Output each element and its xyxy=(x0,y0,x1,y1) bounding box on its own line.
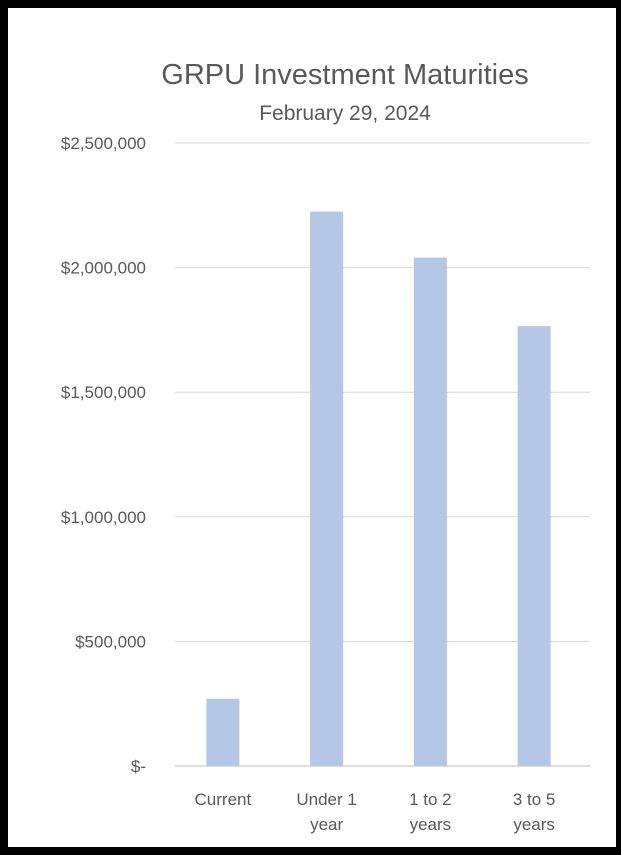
x-category-label: Under 1 xyxy=(296,790,356,809)
y-tick-label: $1,500,000 xyxy=(61,383,146,402)
y-tick-label: $500,000 xyxy=(75,632,146,651)
chart-subtitle: February 29, 2024 xyxy=(259,102,431,125)
x-category-label: year xyxy=(310,815,343,834)
chart-title: GRPU Investment Maturities xyxy=(161,59,528,91)
bar xyxy=(310,211,344,766)
y-tick-label: $2,000,000 xyxy=(61,259,146,278)
bar xyxy=(517,326,551,766)
bar xyxy=(413,257,447,766)
x-category-label: 1 to 2 xyxy=(409,790,452,809)
y-tick-label: $1,000,000 xyxy=(61,508,146,527)
y-tick-label: $- xyxy=(131,757,146,776)
x-category-label: years xyxy=(513,815,555,834)
x-category-label: Current xyxy=(195,790,252,809)
y-axis-tick-labels: $- $500,000 $1,000,000 $1,500,000 $2,000,000… xyxy=(61,134,146,776)
x-category-label: 3 to 5 xyxy=(513,790,556,809)
x-axis-category-labels: Current Under 1 year 1 to 2 years 3 to 5 years xyxy=(195,790,556,834)
y-tick-label: $2,500,000 xyxy=(61,134,146,153)
x-category-label: years xyxy=(410,815,452,834)
bars xyxy=(206,211,551,766)
bar xyxy=(206,698,240,766)
